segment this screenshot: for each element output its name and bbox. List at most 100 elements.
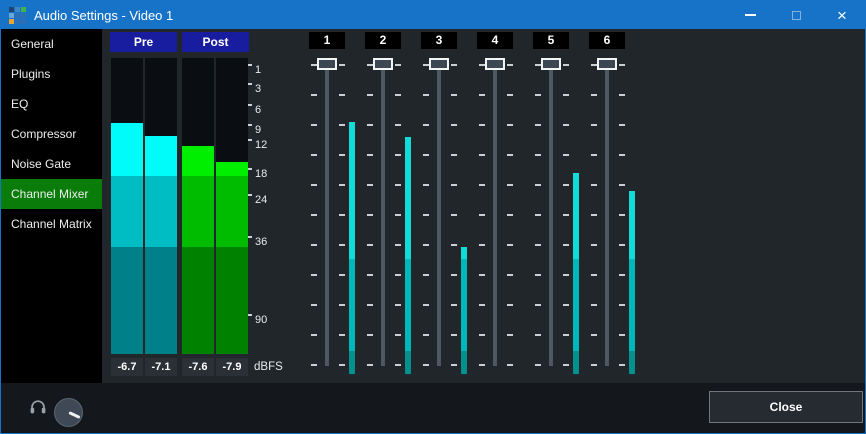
footer-bar: Close [1, 383, 865, 434]
sidebar-item-general[interactable]: General [1, 29, 102, 59]
maximize-button[interactable] [773, 1, 819, 29]
tick-mark [451, 94, 457, 96]
tick-mark [563, 124, 569, 126]
tick-mark [451, 244, 457, 246]
tick-mark [535, 334, 541, 336]
channel-mixer-panel: Pre Post 1 3 6 9 12 18 24 36 90 -6.7 -7.… [102, 29, 865, 383]
sidebar: General Plugins EQ Compressor Noise Gate… [1, 29, 102, 383]
tick-mark [339, 364, 345, 366]
sidebar-item-plugins[interactable]: Plugins [1, 59, 102, 89]
sidebar-item-compressor[interactable]: Compressor [1, 119, 102, 149]
app-logo-cell [21, 19, 26, 24]
tick-mark [311, 244, 317, 246]
tick-mark [395, 334, 401, 336]
tick-mark [339, 94, 345, 96]
tick-mark [423, 214, 429, 216]
tick-mark [619, 274, 625, 276]
app-logo-cell [21, 7, 26, 12]
channel-1-fader-handle[interactable] [317, 58, 337, 70]
tick-mark [395, 244, 401, 246]
tick-mark [395, 304, 401, 306]
channel-1-tick-scale [311, 64, 345, 366]
tick-dash [248, 139, 252, 141]
app-logo-cell [21, 13, 26, 18]
channel-3: 3 [411, 29, 467, 383]
tick-mark [591, 304, 597, 306]
pre-right-value: -7.1 [145, 358, 177, 376]
tick-mark [535, 214, 541, 216]
tick-mark [479, 184, 485, 186]
channel-4-fader-handle[interactable] [485, 58, 505, 70]
tick-mark [451, 304, 457, 306]
close-button[interactable]: Close [709, 391, 863, 423]
sidebar-item-noise-gate[interactable]: Noise Gate [1, 149, 102, 179]
tick-mark [535, 274, 541, 276]
tick-mark [451, 184, 457, 186]
post-meter-right [216, 58, 248, 354]
tick-mark [339, 124, 345, 126]
tick-mark [507, 154, 513, 156]
tick-mark [591, 94, 597, 96]
channel-5-fader-handle[interactable] [541, 58, 561, 70]
tick-mark [591, 124, 597, 126]
sidebar-item-channel-matrix[interactable]: Channel Matrix [1, 209, 102, 239]
tick-mark [507, 214, 513, 216]
channel-2-fader-handle[interactable] [373, 58, 393, 70]
tick-mark [339, 214, 345, 216]
tick-mark [395, 94, 401, 96]
tick-mark [619, 364, 625, 366]
minimize-button[interactable] [727, 1, 773, 29]
tick-mark [311, 334, 317, 336]
tick-mark [311, 94, 317, 96]
tick-mark [479, 334, 485, 336]
tick-mark [535, 364, 541, 366]
meter-unfilled [629, 58, 635, 191]
meter-unfilled [182, 58, 214, 146]
tick-mark [507, 64, 513, 66]
tick-mark [479, 274, 485, 276]
tick-mark [395, 274, 401, 276]
audio-settings-window: Audio Settings - Video 1 × General Plugi… [0, 0, 866, 434]
tick-mark [479, 304, 485, 306]
channel-6-tick-scale [591, 64, 625, 366]
tick-mark [451, 274, 457, 276]
titlebar[interactable]: Audio Settings - Video 1 × [1, 1, 865, 29]
tick-mark [395, 364, 401, 366]
app-logo-cell [9, 19, 14, 24]
sidebar-item-channel-mixer[interactable]: Channel Mixer [1, 179, 102, 209]
close-window-button[interactable]: × [819, 1, 865, 29]
tick-mark [367, 334, 373, 336]
post-left-value: -7.6 [182, 358, 214, 376]
tick-mark [311, 364, 317, 366]
tick-dash [248, 236, 252, 238]
channel-6-fader-handle[interactable] [597, 58, 617, 70]
tick-mark [395, 184, 401, 186]
sidebar-item-eq[interactable]: EQ [1, 89, 102, 119]
channel-2-tick-scale [367, 64, 401, 366]
tick-mark [367, 94, 373, 96]
tick-mark [423, 334, 429, 336]
monitor-volume-knob[interactable] [54, 398, 83, 427]
tick-mark [451, 64, 457, 66]
tick-mark [507, 184, 513, 186]
tick-mark [535, 124, 541, 126]
app-logo-cell [15, 7, 20, 12]
tick-mark [451, 364, 457, 366]
tick-mark [619, 94, 625, 96]
tick-mark [395, 154, 401, 156]
headphones-icon[interactable] [29, 399, 47, 415]
tick-mark [563, 304, 569, 306]
tick-mark [367, 364, 373, 366]
tick-mark [423, 274, 429, 276]
dbfs-unit-label: dBFS [254, 358, 283, 376]
tick-mark [507, 334, 513, 336]
app-logo-cell [15, 19, 20, 24]
tick-dash [248, 314, 252, 316]
channel-3-fader-handle[interactable] [429, 58, 449, 70]
tick-mark [311, 124, 317, 126]
channel-4-label: 4 [477, 32, 513, 49]
pre-meter-header: Pre [110, 32, 177, 52]
tick-mark [507, 94, 513, 96]
knob-pointer [68, 411, 80, 419]
app-logo-icon [9, 7, 26, 24]
